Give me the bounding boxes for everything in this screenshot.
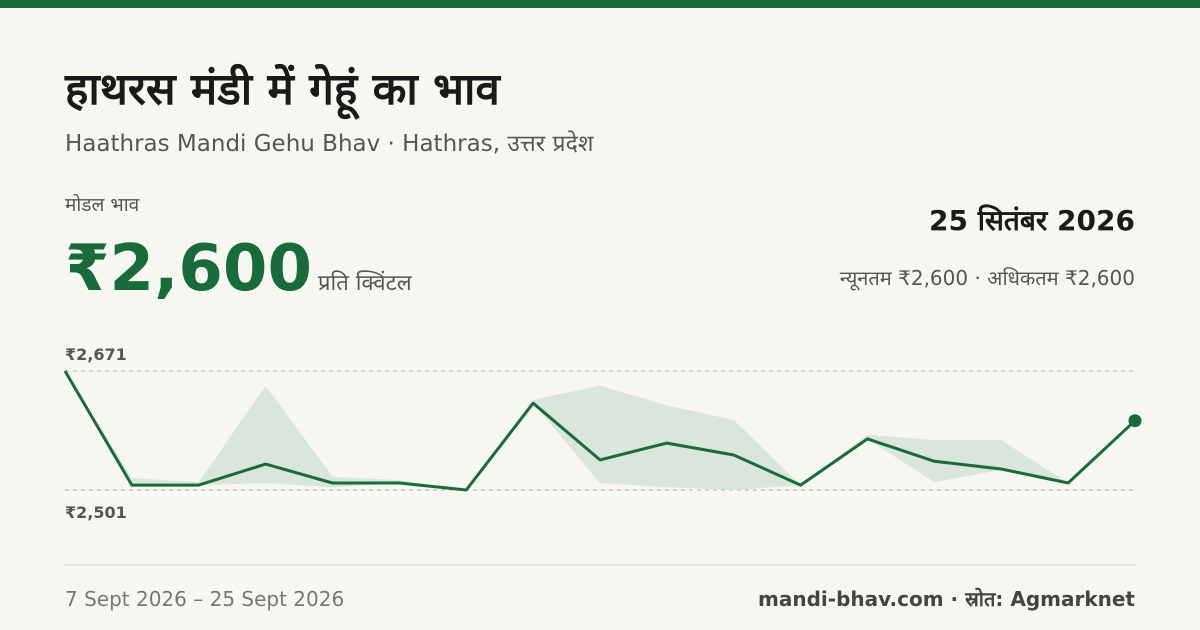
top-bar [0, 0, 1200, 8]
period: 7 Sept 2026 – 25 Sept 2026 [65, 587, 344, 611]
y-tick-label: ₹2,671 [65, 345, 127, 364]
min-max: न्यूनतम ₹2,600 · अधिकतम ₹2,600 [840, 266, 1135, 291]
range-band [533, 385, 600, 483]
subtitle: Haathras Mandi Gehu Bhav · Hathras, उत्त… [65, 130, 594, 157]
title: हाथरस मंडी में गेहूं का भाव [64, 63, 501, 120]
y-tick-label: ₹2,501 [65, 503, 127, 522]
price: ₹2,600 [65, 232, 312, 306]
date: 25 सितंबर 2026 [929, 204, 1135, 237]
range-band [800, 434, 868, 486]
price-line [63, 370, 1137, 492]
price-label: मोडल भाव [65, 193, 140, 216]
range-band [934, 440, 1002, 483]
range-band [600, 385, 667, 488]
range-band [733, 420, 801, 490]
source: mandi-bhav.com · स्रोत: Agmarknet [758, 587, 1135, 611]
range-band [198, 385, 266, 486]
unit: प्रति क्विंटल [318, 270, 413, 296]
range-band [265, 385, 333, 488]
range-band [131, 478, 199, 486]
last-point [1128, 414, 1142, 428]
range-band [867, 434, 935, 483]
